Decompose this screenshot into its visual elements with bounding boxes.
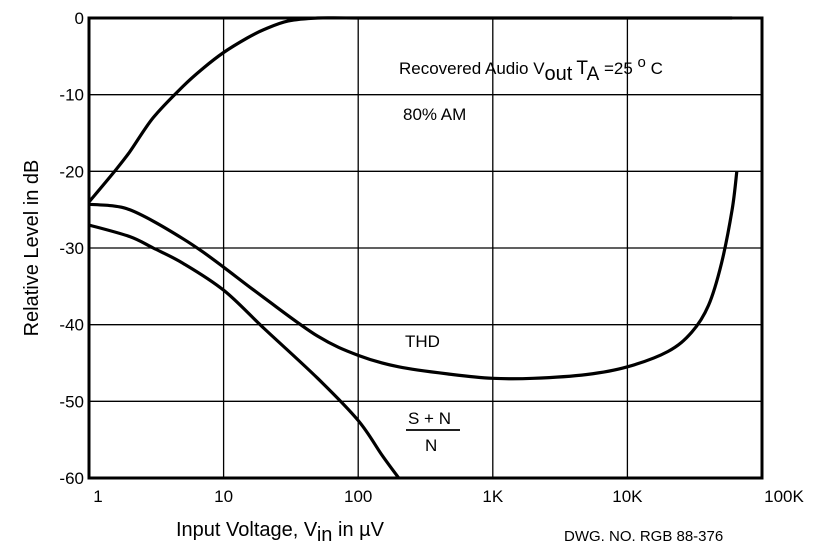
annotation-recovered-audio: Recovered Audio Vout TA =25 o C bbox=[399, 54, 663, 85]
x-tick-label: 100 bbox=[344, 487, 372, 506]
y-tick-label: -30 bbox=[59, 239, 84, 258]
x-axis-label-subscript: in bbox=[317, 524, 333, 546]
x-tick-label: 10K bbox=[612, 487, 643, 506]
annotation-vout-subscript: out bbox=[545, 63, 573, 85]
curve-snr bbox=[88, 223, 401, 479]
y-tick-label: -40 bbox=[59, 316, 84, 335]
x-axis-label-main: Input Voltage, V bbox=[176, 519, 318, 541]
annotation-ta-value: =25 bbox=[599, 59, 637, 78]
x-tick-label: 10 bbox=[214, 487, 233, 506]
y-tick-label: -10 bbox=[59, 86, 84, 105]
annotation-thd: THD bbox=[405, 332, 440, 351]
x-axis-label: Input Voltage, Vin in µV bbox=[176, 519, 385, 546]
annotation-recovered-audio-main: Recovered Audio V bbox=[399, 59, 545, 78]
x-axis-label-unit: in µV bbox=[332, 519, 384, 541]
x-tick-label: 1K bbox=[482, 487, 503, 506]
annotation-80-am: 80% AM bbox=[403, 105, 466, 124]
annotation-ta: T bbox=[576, 58, 588, 79]
annotation-snr-numerator: S + N bbox=[408, 409, 451, 428]
drawing-number: DWG. NO. RGB 88-376 bbox=[564, 528, 723, 545]
grid bbox=[89, 18, 762, 478]
y-tick-label: -60 bbox=[59, 469, 84, 488]
tick-labels: 1 10 100 1K 10K 100K 0 -10 -20 -30 -40 -50 -60 bbox=[59, 9, 804, 506]
y-tick-label: -50 bbox=[59, 392, 84, 411]
annotation-degree: o bbox=[638, 54, 646, 71]
y-axis-label: Relative Level in dB bbox=[21, 160, 43, 337]
annotation-snr-denominator: N bbox=[425, 436, 437, 455]
plot-frame bbox=[87, 16, 764, 480]
curve-thd bbox=[88, 171, 739, 381]
y-tick-label: -20 bbox=[59, 162, 84, 181]
annotation-celsius: C bbox=[646, 59, 663, 78]
y-tick-label: 0 bbox=[75, 9, 84, 28]
x-tick-label: 100K bbox=[764, 487, 804, 506]
annotation-ta-subscript: A bbox=[587, 64, 600, 85]
x-tick-label: 1 bbox=[93, 487, 102, 506]
